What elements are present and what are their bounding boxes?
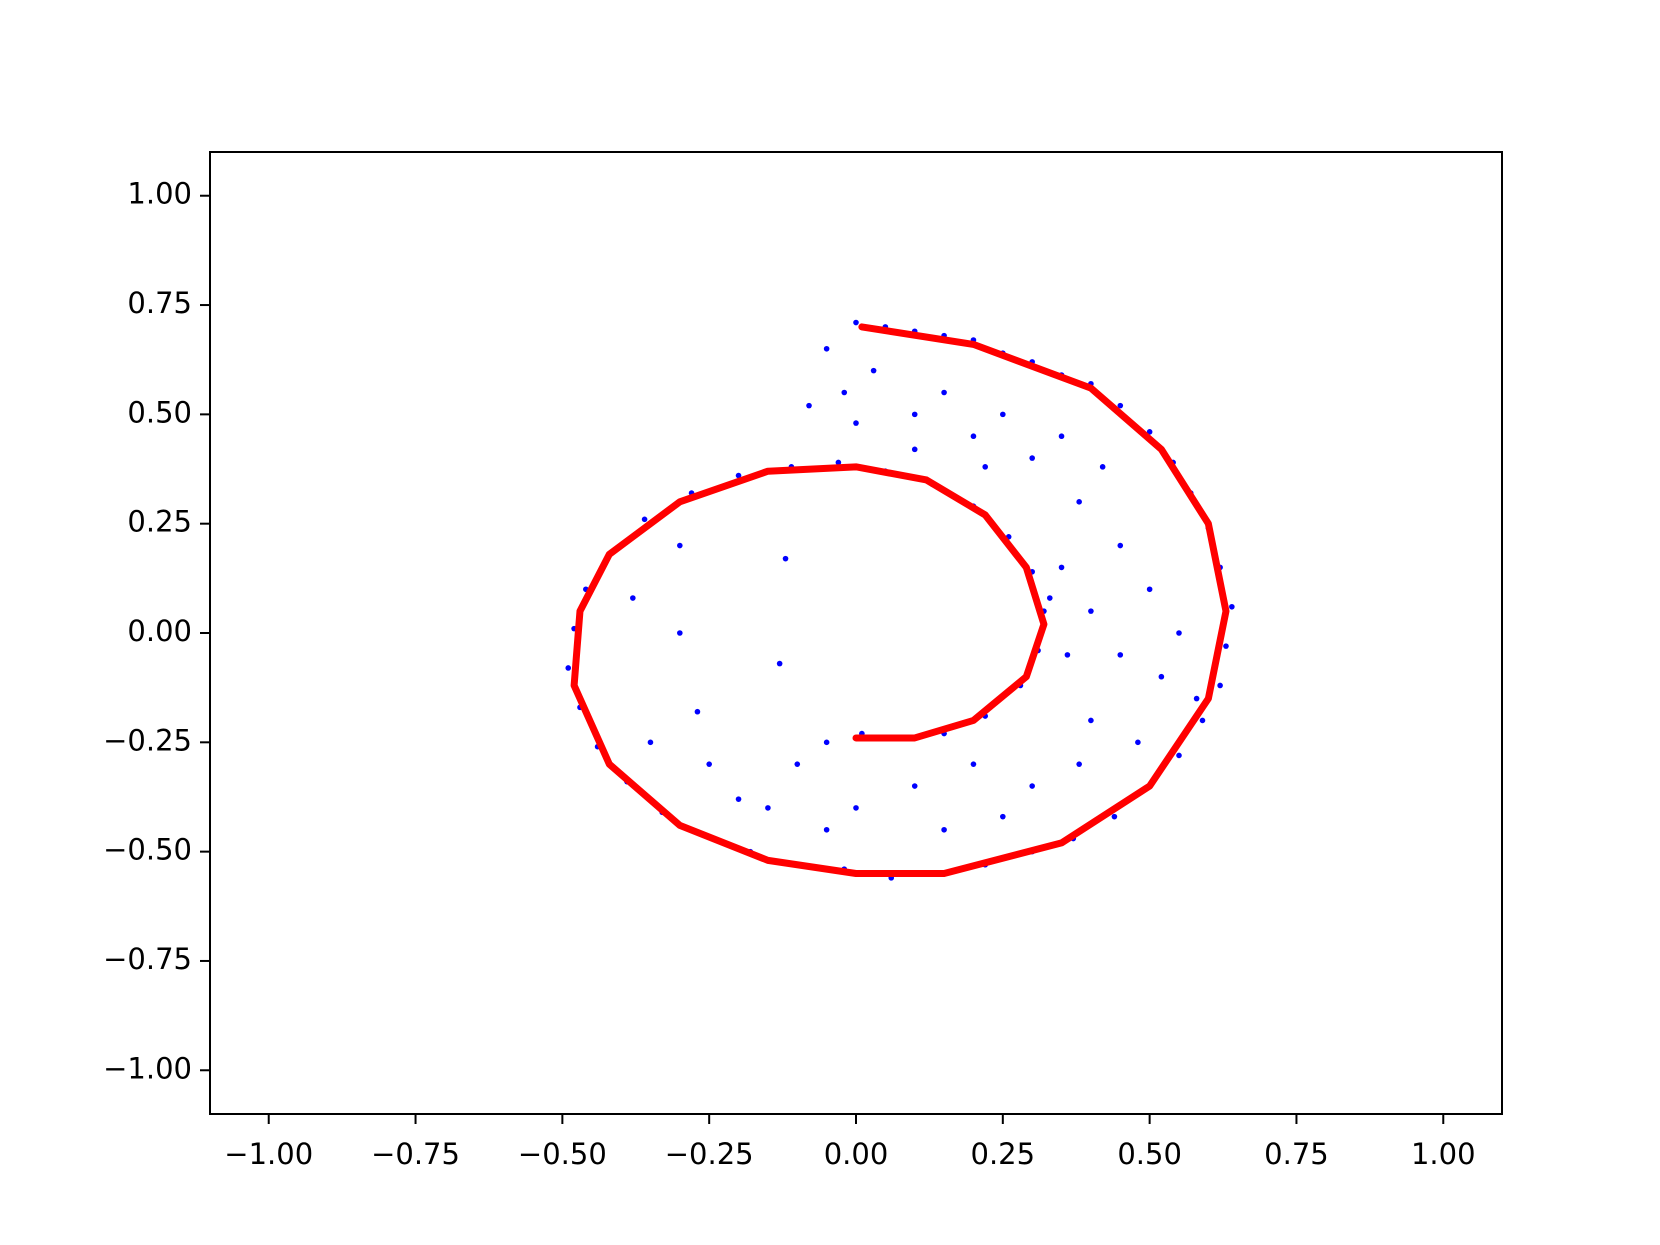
scatter-point	[1176, 752, 1182, 759]
y-tick-label: 0.75	[127, 286, 192, 320]
scatter-point	[677, 542, 683, 549]
scatter-point	[1229, 603, 1235, 610]
scatter-point	[735, 472, 742, 479]
scatter-point	[853, 420, 859, 426]
scatter-point	[1064, 652, 1071, 658]
plot-area	[565, 319, 1235, 881]
scatter-point	[911, 783, 918, 789]
scatter-point	[1047, 595, 1053, 601]
scatter-point	[1223, 643, 1229, 649]
scatter-point	[1158, 673, 1165, 680]
scatter-point	[1117, 402, 1124, 409]
scatter-point	[823, 826, 830, 833]
scatter-point	[1176, 630, 1182, 636]
scatter-point	[1217, 682, 1223, 689]
scatter-point	[1088, 717, 1094, 724]
line	[570, 323, 1230, 877]
x-tick-label: −1.00	[224, 1137, 313, 1171]
scatter-point	[870, 367, 877, 374]
scatter-point	[970, 761, 977, 767]
scatter-point	[694, 708, 701, 715]
y-tick-label: −0.50	[103, 833, 192, 867]
x-tick-label: 0.50	[1117, 1137, 1182, 1171]
scatter-point	[823, 739, 830, 746]
scatter-point	[1146, 429, 1153, 435]
y-tick-label: −0.25	[103, 723, 192, 757]
scatter-point	[835, 459, 842, 466]
scatter-point	[1076, 761, 1082, 767]
scatter-point	[1000, 411, 1006, 418]
scatter-point	[1135, 739, 1141, 746]
scatter-point	[1088, 608, 1094, 614]
scatter-point	[806, 402, 812, 409]
scatter-point	[776, 660, 783, 667]
scatter-point	[647, 739, 654, 746]
scatter-point	[982, 464, 988, 470]
scatter-point	[765, 805, 771, 811]
y-tick-label: 1.00	[127, 177, 192, 211]
x-tick-label: −0.25	[665, 1137, 754, 1171]
y-tick-label: −1.00	[103, 1051, 192, 1085]
scatter-point	[1117, 542, 1124, 549]
x-tick-label: 1.00	[1411, 1137, 1476, 1171]
y-tick-label: 0.00	[127, 614, 192, 648]
scatter-point	[794, 761, 801, 767]
scatter-point	[565, 665, 572, 671]
scatter-point	[782, 555, 789, 562]
x-tick-label: 0.00	[824, 1137, 889, 1171]
scatter-point	[941, 826, 947, 833]
y-tick-label: −0.75	[103, 942, 192, 976]
scatter-point	[1117, 652, 1124, 658]
x-tick-label: −0.50	[518, 1137, 607, 1171]
scatter-point	[1058, 564, 1065, 571]
scatter-point	[911, 411, 918, 418]
scatter-point	[841, 389, 848, 396]
scatter-point	[1193, 695, 1200, 702]
x-tick-label: 0.25	[971, 1137, 1036, 1171]
y-tick-label: 0.50	[127, 395, 192, 429]
scatter-point	[970, 433, 977, 440]
scatter-point	[853, 805, 859, 811]
scatter-point	[735, 796, 742, 802]
scatter-point	[1199, 717, 1206, 724]
scatter-point	[1000, 813, 1006, 820]
x-tick-label: −0.75	[371, 1137, 460, 1171]
scatter-point	[1029, 455, 1035, 461]
scatter-point	[1076, 499, 1082, 505]
scatter-point	[853, 319, 859, 326]
scatter-point	[1099, 464, 1106, 470]
scatter-point	[641, 516, 648, 523]
scatter-point	[706, 761, 712, 767]
scatter-point	[1058, 433, 1065, 440]
scatter-point	[677, 630, 683, 636]
scatter-point	[911, 446, 918, 453]
scatter-point	[630, 595, 636, 601]
y-tick-label: 0.25	[127, 505, 192, 539]
scatter-point	[1146, 586, 1153, 593]
scatter-point	[941, 389, 947, 396]
scatter-point	[1111, 813, 1118, 820]
x-tick-label: 0.75	[1264, 1137, 1329, 1171]
scatter-point	[823, 345, 830, 352]
scatter-point	[1029, 783, 1035, 789]
